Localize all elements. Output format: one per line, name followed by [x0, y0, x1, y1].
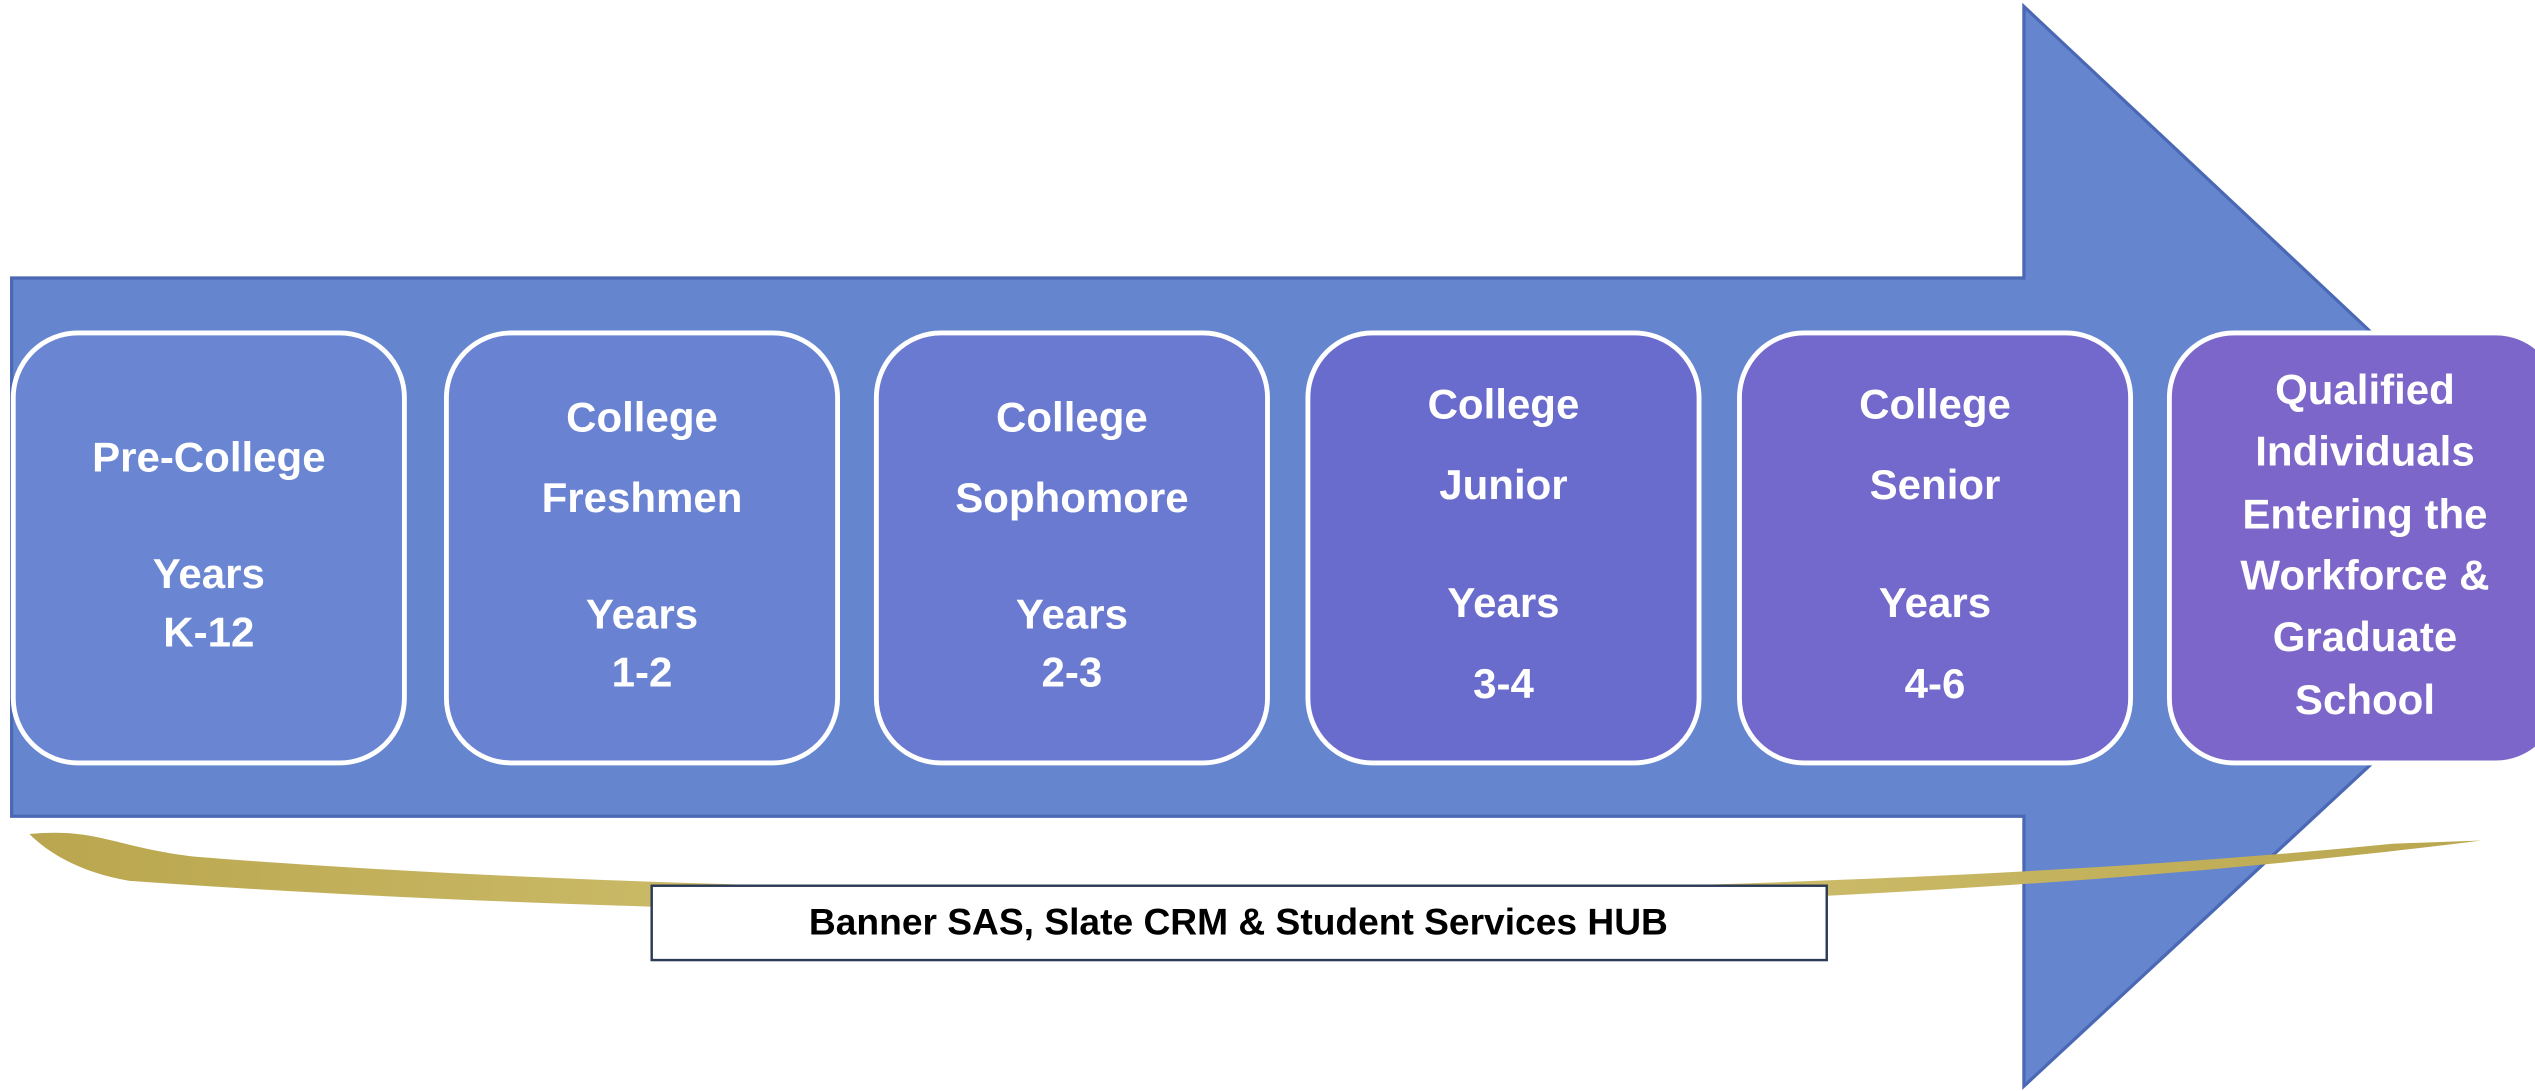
stage-years: Years — [1016, 591, 1128, 638]
stage-title: College — [996, 393, 1148, 440]
stage-title: Qualified — [2275, 366, 2455, 413]
stage-years: 1-2 — [612, 649, 673, 696]
stage-title: Pre-College — [92, 434, 325, 481]
stage-title: Graduate — [2273, 613, 2457, 660]
stage-years: K-12 — [163, 608, 254, 655]
stage-box — [2166, 330, 2535, 766]
stage-title: Sophomore — [955, 474, 1188, 521]
stage-box — [1305, 330, 1702, 766]
footer-label: Banner SAS, Slate CRM & Student Services… — [809, 900, 1668, 942]
stage-years: Years — [1447, 579, 1559, 626]
stage-title: College — [1428, 380, 1580, 427]
stage-box — [873, 330, 1270, 766]
footer-box — [650, 884, 1828, 962]
stage-years: Years — [153, 550, 265, 597]
stage-title: Individuals — [2255, 427, 2474, 474]
swoosh — [29, 832, 2482, 914]
stage-years: 3-4 — [1473, 660, 1534, 707]
stage-box — [443, 330, 840, 766]
stage-title: Workforce & — [2240, 552, 2489, 599]
stage-title: Senior — [1870, 461, 2001, 508]
stage-title: Freshmen — [542, 474, 743, 521]
stages: Pre-College Years K-12 College Freshmen Years… — [10, 330, 2535, 766]
stage-years: Years — [586, 591, 698, 638]
stage-years: 2-3 — [1042, 649, 1103, 696]
stage-title: School — [2295, 676, 2435, 723]
progress-arrow — [10, 2, 2535, 1090]
stage-box — [10, 330, 407, 766]
stage-title: College — [1859, 380, 2011, 427]
stage-years: Years — [1879, 579, 1991, 626]
stage-years: 4-6 — [1905, 660, 1966, 707]
stage-box — [1737, 330, 2134, 766]
stage-title: Junior — [1439, 461, 1567, 508]
stage-title: Entering the — [2242, 490, 2487, 537]
stage-title: College — [566, 393, 718, 440]
